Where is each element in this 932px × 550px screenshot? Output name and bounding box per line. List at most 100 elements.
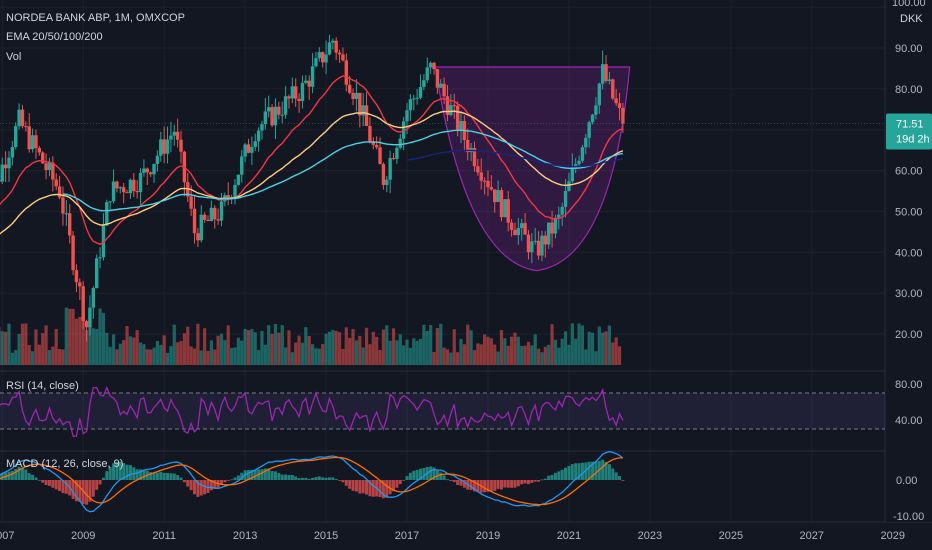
candle-body	[530, 241, 534, 253]
rsi-legend[interactable]: RSI (14, close)	[6, 380, 79, 392]
price-top-label: 100.00	[892, 0, 926, 9]
countdown-label: 19d 2h	[896, 134, 930, 146]
candle-body	[412, 98, 416, 100]
candle-body	[14, 126, 18, 147]
candle-body	[439, 83, 443, 88]
price-tick-label: 30.00	[895, 288, 923, 300]
macd-histogram-bar	[496, 480, 500, 489]
volume-bar	[314, 348, 318, 365]
macd-histogram-bar	[516, 480, 520, 487]
candle-body	[344, 60, 349, 85]
vol-legend[interactable]: Vol	[6, 51, 22, 63]
macd-histogram-bar	[621, 480, 625, 481]
macd-tick-label: -10.00	[893, 511, 924, 523]
candle-body	[196, 233, 200, 241]
volume-bar	[95, 328, 99, 365]
candle-body	[577, 160, 581, 165]
last-price-label: 71.51	[896, 119, 924, 131]
macd-histogram-bar	[493, 480, 497, 491]
candle-body	[152, 163, 156, 175]
volume-bar	[402, 345, 406, 365]
candle-body	[283, 96, 288, 115]
time-tick-label: 2013	[233, 530, 257, 542]
symbol-title[interactable]: NORDEA BANK ABP, 1M, OMXCOP	[6, 12, 185, 24]
macd-histogram-bar	[91, 480, 95, 497]
volume-bar	[115, 349, 119, 365]
volume-bar	[381, 329, 386, 365]
volume-bar	[577, 323, 581, 365]
candle-body	[476, 166, 480, 173]
candle-body	[51, 162, 55, 180]
rsi-band	[0, 393, 885, 429]
volume-bar	[105, 332, 109, 365]
candle-body	[320, 52, 325, 63]
volume-bar	[604, 331, 608, 365]
volume-bar	[273, 323, 278, 365]
price-axis-bg	[886, 0, 932, 522]
candle-body	[226, 195, 230, 198]
volume-bars	[0, 307, 622, 365]
macd-histogram-bar	[280, 474, 284, 480]
volume-bar	[509, 336, 514, 365]
volume-bar	[78, 316, 82, 365]
candle-body	[557, 214, 561, 218]
macd-legend[interactable]: MACD (12, 26, close, 9)	[6, 458, 124, 470]
volume-bar	[516, 336, 520, 365]
macd-histogram-bar	[105, 471, 109, 480]
macd-histogram-bar	[300, 477, 304, 480]
volume-bar	[520, 345, 524, 365]
volume-bar	[341, 348, 345, 365]
macd-histogram-bar	[267, 468, 271, 480]
volume-bar	[523, 345, 527, 365]
candle-body	[540, 235, 544, 256]
macd-histogram-bar	[290, 474, 294, 480]
volume-bar	[536, 348, 541, 365]
volume-bar	[385, 325, 389, 365]
candle-body	[142, 168, 146, 173]
time-tick-label: 2007	[0, 530, 14, 542]
time-tick-label: 2021	[557, 530, 581, 542]
candle-body	[54, 179, 58, 187]
candle-body	[499, 190, 504, 218]
volume-bar	[199, 350, 203, 365]
macd-histogram-bar	[618, 476, 622, 480]
rsi-pane	[0, 385, 885, 437]
candle-body	[128, 179, 133, 194]
volume-bar	[135, 330, 139, 365]
candle-body	[418, 86, 423, 98]
time-tick-label: 2015	[314, 530, 338, 542]
ema-legend[interactable]: EMA 20/50/100/200	[6, 31, 103, 43]
volume-bar	[584, 349, 588, 365]
volume-bar	[277, 332, 281, 365]
macd-histogram-bar	[398, 480, 402, 485]
candle-body	[405, 110, 409, 122]
macd-histogram-bar	[307, 478, 311, 480]
candle-body	[536, 240, 541, 256]
macd-histogram-bar	[483, 480, 487, 493]
macd-histogram-bar	[405, 476, 409, 480]
volume-bar	[243, 328, 247, 365]
volume-bar	[270, 333, 274, 365]
candle-body	[213, 207, 217, 220]
candle-body	[449, 105, 453, 116]
macd-histogram-bar	[47, 480, 51, 486]
volume-bar	[459, 338, 463, 365]
candle-body	[334, 40, 338, 53]
macd-histogram-bar	[334, 478, 338, 480]
candle-body	[246, 144, 251, 153]
candle-body	[617, 103, 622, 108]
candle-body	[580, 147, 585, 161]
volume-bar	[84, 330, 89, 365]
candle-body	[277, 106, 281, 115]
price-tick-label: 80.00	[895, 84, 923, 96]
macd-histogram-bar	[378, 480, 382, 497]
volume-bar	[601, 332, 605, 365]
candle-body	[354, 92, 359, 99]
volume-bar	[445, 349, 450, 365]
volume-bar	[408, 347, 412, 365]
macd-histogram-bar	[611, 468, 615, 480]
volume-bar	[20, 323, 25, 365]
macd-histogram-bar	[182, 480, 186, 483]
volume-bar	[253, 332, 257, 365]
